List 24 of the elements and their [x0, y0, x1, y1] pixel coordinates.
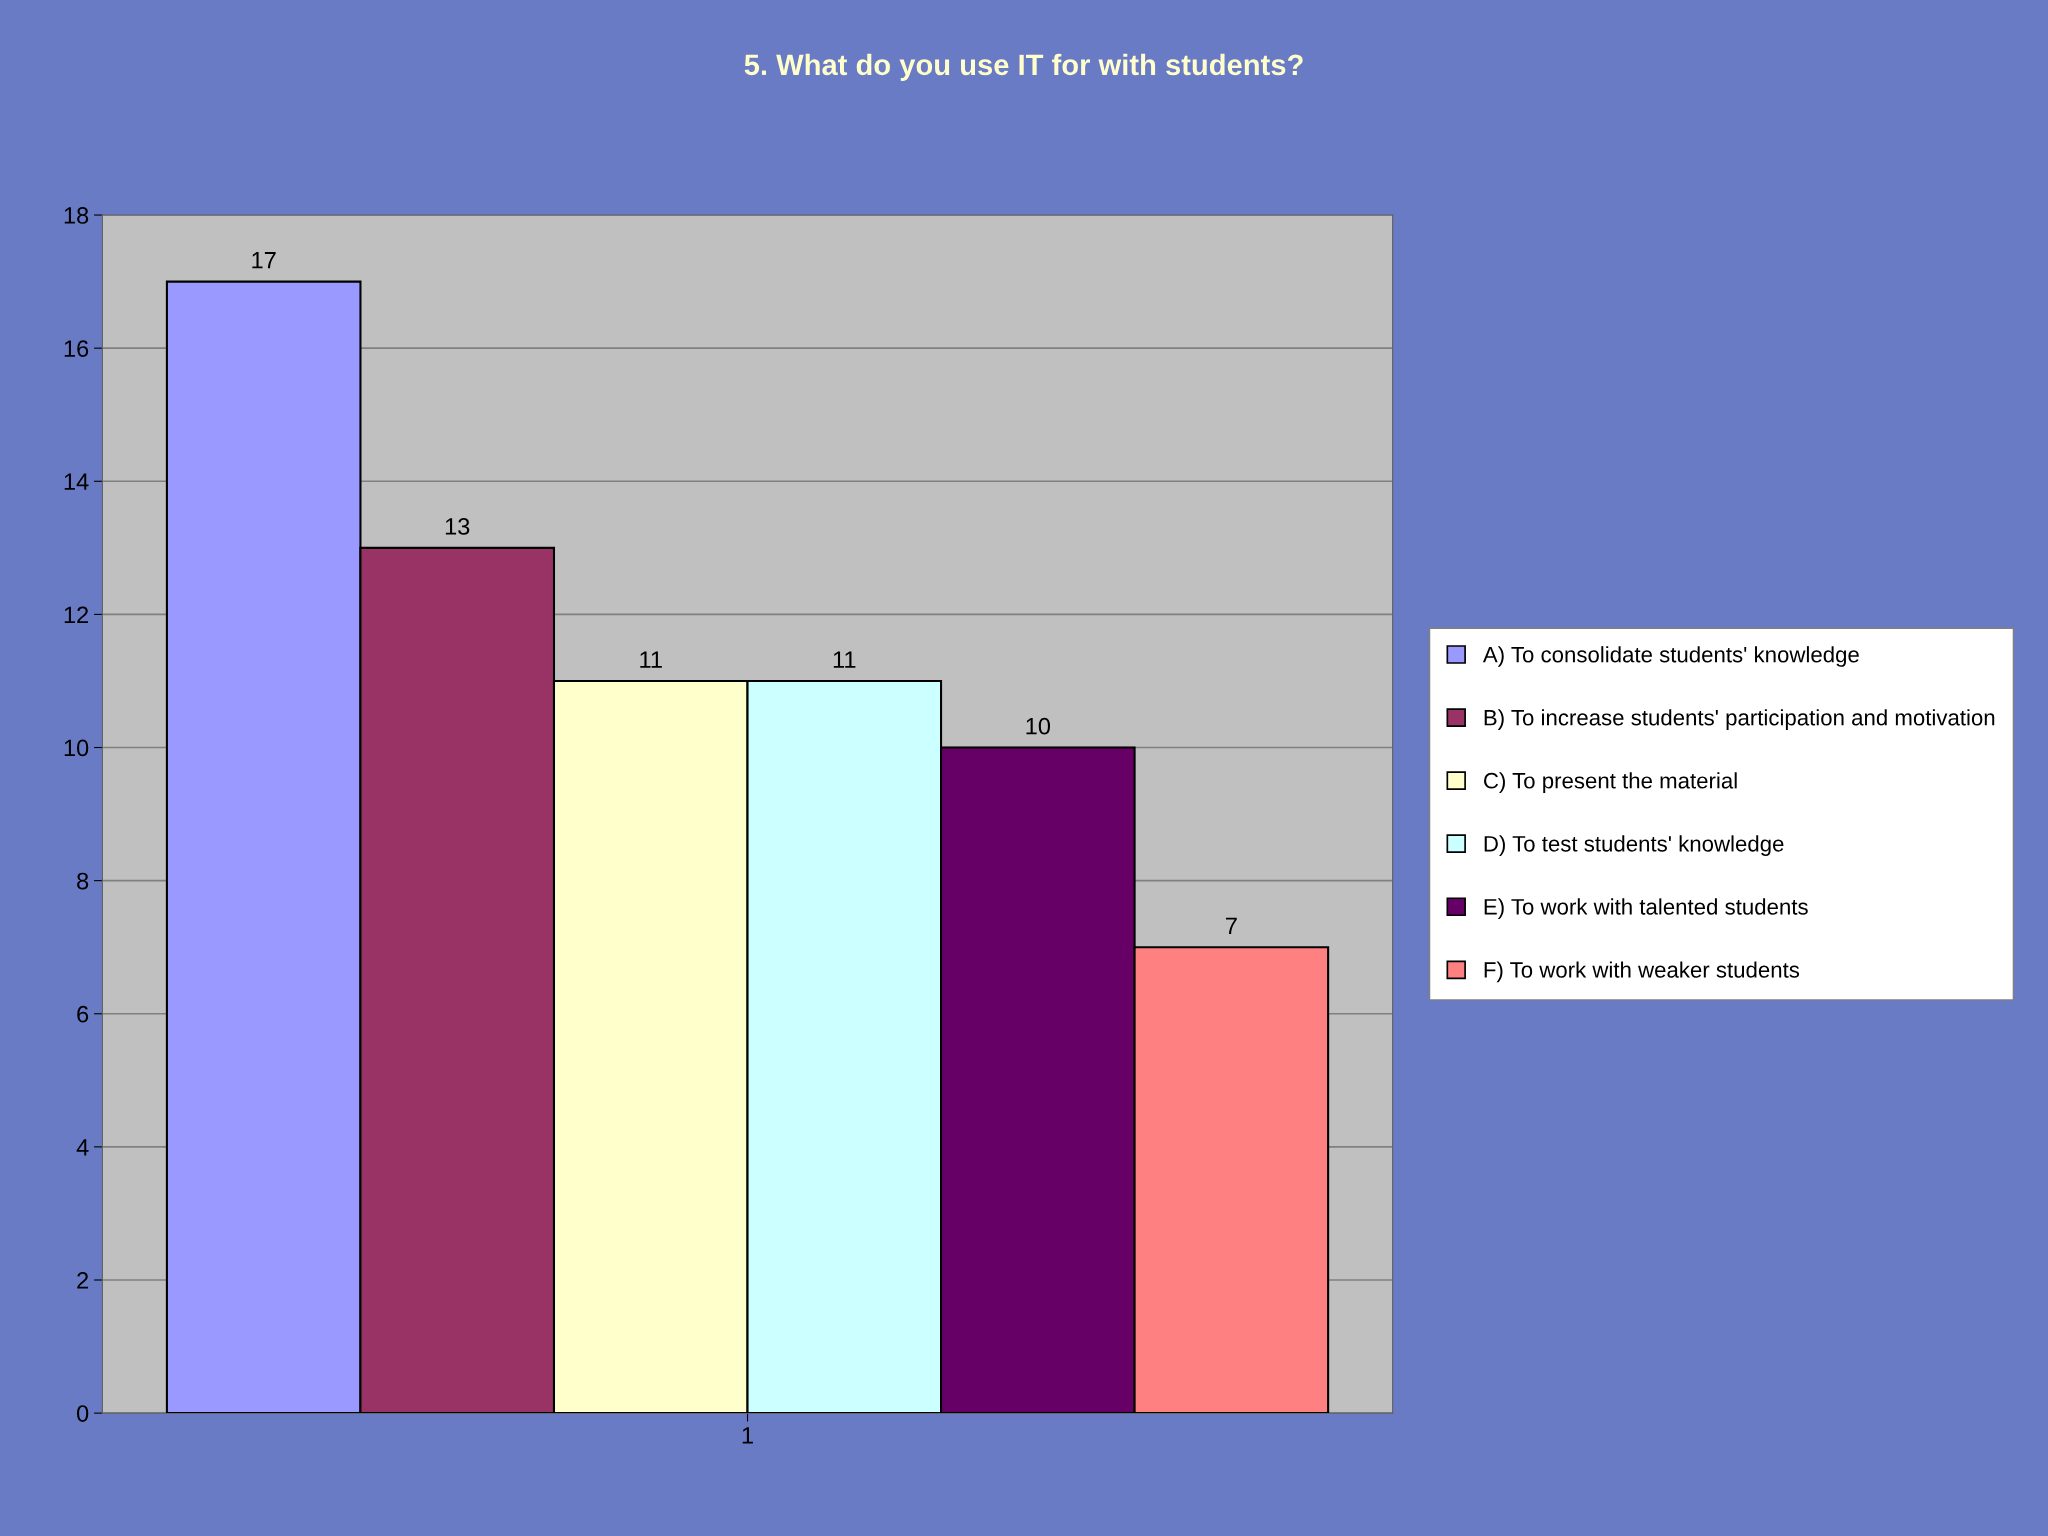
legend-label: F) To work with weaker students — [1484, 961, 1800, 983]
y-tick-label: 16 — [64, 340, 89, 357]
data-label: 10 — [1026, 717, 1051, 735]
data-label: 7 — [1226, 917, 1237, 934]
y-tick-label: 4 — [76, 1139, 89, 1156]
y-tick-label: 6 — [77, 1005, 89, 1023]
legend-label: C) To present the material — [1484, 772, 1737, 793]
legend-label: E) To work with talented students — [1484, 898, 1808, 920]
data-label: 11 — [640, 651, 662, 668]
y-tick-label: 8 — [77, 872, 89, 890]
data-label: 17 — [252, 252, 276, 269]
legend-label: B) To increase students' participation and motivation — [1484, 709, 1995, 730]
y-tick-label: 14 — [64, 473, 89, 490]
y-tick-label: 10 — [64, 739, 89, 757]
chart-title: 5. What do you use IT for with students? — [744, 53, 1303, 81]
data-label: 13 — [445, 518, 470, 535]
data-label: 11 — [833, 651, 856, 668]
y-tick-label: 18 — [64, 207, 89, 224]
y-tick-label: 2 — [77, 1272, 89, 1289]
y-tick-label: 12 — [64, 606, 89, 623]
x-tick-label: 1 — [742, 1427, 753, 1444]
legend-label: D) To test students' knowledge — [1484, 835, 1784, 857]
y-tick-label: 0 — [77, 1405, 89, 1422]
legend-label: A) To consolidate students' knowledge — [1482, 646, 1859, 667]
